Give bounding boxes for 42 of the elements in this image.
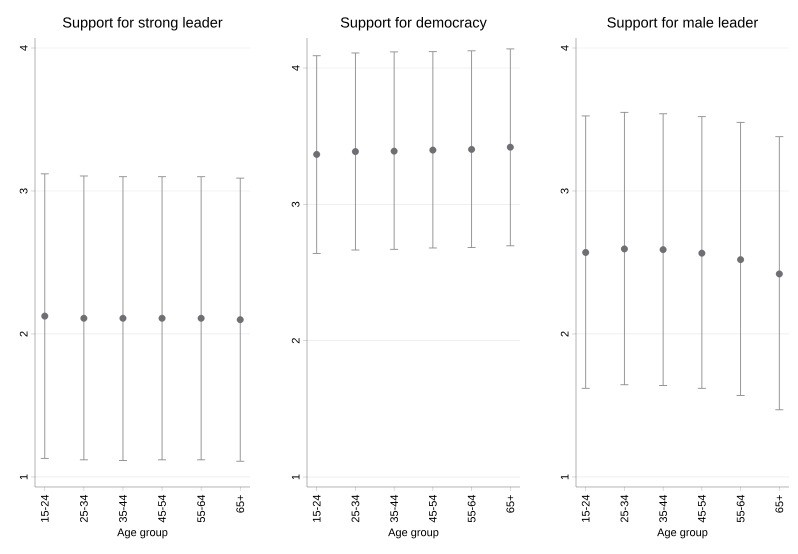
x-tick-label: 35-44 bbox=[390, 494, 398, 522]
point bbox=[620, 245, 628, 252]
x-tick-label: 65+ bbox=[775, 495, 784, 513]
x-tick-label: 25-34 bbox=[620, 494, 628, 522]
point bbox=[737, 256, 744, 264]
x-tick-label: 55-64 bbox=[468, 494, 476, 522]
x-tick-label: 55-64 bbox=[197, 494, 206, 522]
x-tick-label: 65+ bbox=[236, 495, 244, 513]
point bbox=[698, 250, 706, 257]
y-tick-label: 1 bbox=[20, 474, 28, 480]
point bbox=[582, 248, 590, 256]
chart-title: Support for democracy bbox=[340, 16, 487, 30]
y-tick-label: 4 bbox=[560, 45, 568, 51]
y-tick-label: 2 bbox=[560, 331, 568, 336]
y-tick-label: 1 bbox=[560, 474, 568, 480]
x-tick-label: 15-24 bbox=[582, 494, 590, 522]
y-tick-label: 4 bbox=[292, 65, 300, 71]
x-tick-label: 45-54 bbox=[429, 494, 437, 522]
x-tick-label: 35-44 bbox=[119, 494, 127, 522]
y-tick-label: 1 bbox=[292, 474, 300, 480]
x-tick-label: 25-34 bbox=[352, 494, 360, 522]
chart-title: Support for male leader bbox=[607, 16, 758, 30]
x-tick-label: 45-54 bbox=[698, 494, 706, 522]
point bbox=[776, 270, 783, 278]
x-tick-label: 25-34 bbox=[80, 494, 88, 522]
y-tick-label: 3 bbox=[292, 202, 300, 207]
y-tick-label: 2 bbox=[20, 331, 28, 336]
point bbox=[660, 246, 667, 254]
x-axis-title: Age group bbox=[117, 528, 168, 538]
x-tick-label: 55-64 bbox=[736, 494, 744, 522]
x-axis-title: Age group bbox=[657, 528, 708, 538]
x-tick-label: 65+ bbox=[506, 495, 514, 513]
x-tick-label: 15-24 bbox=[312, 494, 321, 522]
y-tick-label: 3 bbox=[560, 188, 568, 194]
y-tick-label: 2 bbox=[292, 338, 300, 344]
x-tick-label: 15-24 bbox=[40, 494, 49, 522]
y-tick-label: 4 bbox=[20, 45, 28, 51]
chart-title: Support for strong leader bbox=[62, 16, 222, 30]
x-tick-label: 35-44 bbox=[659, 494, 668, 522]
x-axis-title: Age group bbox=[388, 528, 438, 538]
y-tick-label: 3 bbox=[20, 188, 28, 194]
x-tick-label: 45-54 bbox=[158, 494, 166, 522]
